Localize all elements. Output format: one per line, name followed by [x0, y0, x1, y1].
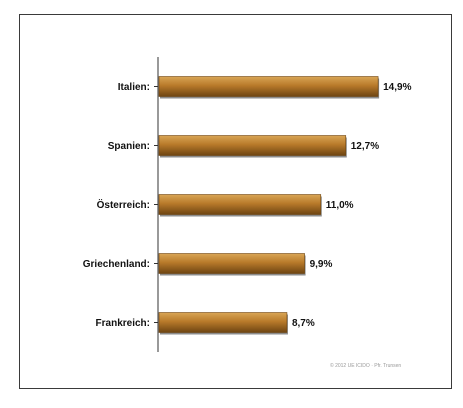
value-label: 12,7%: [351, 141, 379, 152]
bar-chart: Italien: 14,9% Spanien: 12,7% Österreich: 11,…: [83, 57, 412, 369]
value-label: 14,9%: [383, 82, 411, 93]
category-label: Italien:: [118, 82, 150, 93]
bar: [158, 253, 305, 274]
bar: [158, 194, 322, 215]
category-label: Frankreich:: [96, 318, 150, 329]
bar: [158, 76, 379, 97]
category-label: Spanien:: [108, 141, 150, 152]
value-label: 8,7%: [292, 318, 315, 329]
chart-frame: Italien: 14,9% Spanien: 12,7% Österreich: 11,…: [19, 14, 452, 389]
bar: [158, 135, 347, 156]
category-label: Griechenland:: [83, 259, 150, 270]
bar: [158, 312, 288, 333]
credit-text: © 2012 UE ICIDO · Pfr. Trunsen: [330, 362, 401, 369]
value-label: 9,9%: [310, 259, 333, 270]
category-label: Österreich:: [97, 198, 150, 211]
value-label: 11,0%: [326, 200, 354, 211]
